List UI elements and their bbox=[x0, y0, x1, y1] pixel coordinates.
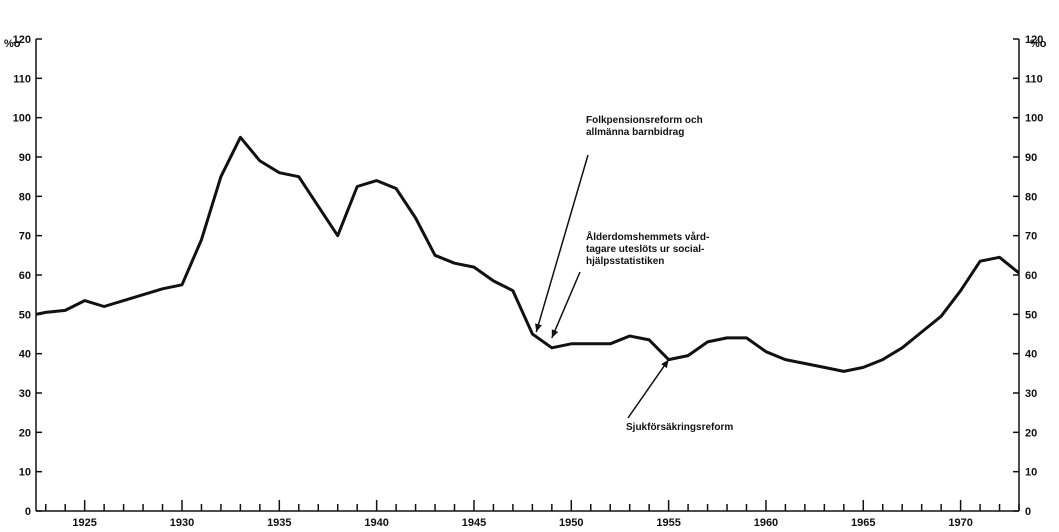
y-unit-left: %o bbox=[4, 38, 21, 50]
x-tick-label: 1970 bbox=[948, 517, 972, 529]
annotation-arrowhead bbox=[551, 329, 559, 338]
y-unit-right: %o bbox=[1030, 38, 1047, 50]
y-tick-label-left: 50 bbox=[19, 309, 31, 321]
y-tick-label-left: 0 bbox=[25, 506, 31, 518]
annotation-text: hjälpsstatistiken bbox=[586, 256, 664, 267]
y-tick-label-right: 30 bbox=[1025, 388, 1037, 400]
y-tick-label-left: 70 bbox=[19, 231, 31, 243]
annotation-arrow-line bbox=[535, 154, 589, 333]
y-tick-label-right: 80 bbox=[1025, 191, 1037, 203]
y-tick-label-right: 90 bbox=[1025, 152, 1037, 164]
series-line bbox=[35, 135, 1020, 373]
y-tick-label-right: 120 bbox=[1025, 34, 1043, 46]
y-tick-label-right: 100 bbox=[1025, 113, 1043, 125]
annotation-arrowhead bbox=[535, 323, 542, 332]
y-tick-label-right: 10 bbox=[1025, 467, 1037, 479]
annotation: Ålderdomshemmets vård-tagare uteslöts ur… bbox=[551, 230, 709, 339]
annotation-text: Folkpensionsreform och bbox=[586, 115, 703, 126]
x-tick-label: 1955 bbox=[656, 517, 680, 529]
annotation-text: Sjukförsäkringsreform bbox=[626, 422, 733, 433]
y-tick-label-left: 20 bbox=[19, 427, 31, 439]
x-axis: 1925 1930 1935 1940 1945 1950 1955 1960 1965 1970 bbox=[44, 500, 1020, 529]
y-tick-label-left: 100 bbox=[13, 113, 31, 125]
y-tick-label-right: 20 bbox=[1025, 427, 1037, 439]
y-tick-label-left: 120 bbox=[13, 34, 31, 46]
x-tick-label: 1935 bbox=[267, 517, 291, 529]
y-tick-label-right: 40 bbox=[1025, 349, 1037, 361]
axes bbox=[35, 39, 1020, 512]
y-tick-label-right: 110 bbox=[1025, 73, 1043, 85]
x-tick-label: 1945 bbox=[462, 517, 486, 529]
x-tick-label: 1930 bbox=[170, 517, 194, 529]
y-tick-label-left: 90 bbox=[19, 152, 31, 164]
annotation: Sjukförsäkringsreform bbox=[626, 359, 733, 433]
annotation-arrow-line bbox=[627, 359, 670, 419]
y-tick-label-right: 60 bbox=[1025, 270, 1037, 282]
annotation-text: Ålderdomshemmets vård- bbox=[586, 230, 709, 243]
y-tick-label-left: 40 bbox=[19, 349, 31, 361]
y-tick-label-left: 60 bbox=[19, 270, 31, 282]
x-tick-label: 1940 bbox=[364, 517, 388, 529]
x-tick-label: 1965 bbox=[851, 517, 875, 529]
y-tick-label-left: 80 bbox=[19, 191, 31, 203]
y-axis-left: 0 10 20 30 40 50 60 70 80 90 100 110 120 bbox=[13, 34, 42, 518]
y-tick-label-right: 0 bbox=[1025, 506, 1031, 518]
y-tick-label-left: 30 bbox=[19, 388, 31, 400]
annotation-text: allmänna barnbidrag bbox=[586, 127, 684, 138]
y-tick-label-left: 110 bbox=[13, 73, 31, 85]
x-tick-label: 1950 bbox=[559, 517, 583, 529]
x-tick-label: 1960 bbox=[754, 517, 778, 529]
x-tick-label: 1925 bbox=[72, 517, 96, 529]
annotation-arrowhead bbox=[661, 359, 669, 369]
y-tick-label-right: 70 bbox=[1025, 231, 1037, 243]
y-axis-right: 0 10 20 30 40 50 60 70 80 90 100 110 120 bbox=[1013, 34, 1043, 518]
y-tick-label-left: 10 bbox=[19, 467, 31, 479]
series-group bbox=[35, 135, 1020, 373]
annotation-arrow-line bbox=[551, 271, 581, 339]
annotation-text: tagare uteslöts ur social- bbox=[586, 244, 704, 255]
y-tick-label-right: 50 bbox=[1025, 309, 1037, 321]
